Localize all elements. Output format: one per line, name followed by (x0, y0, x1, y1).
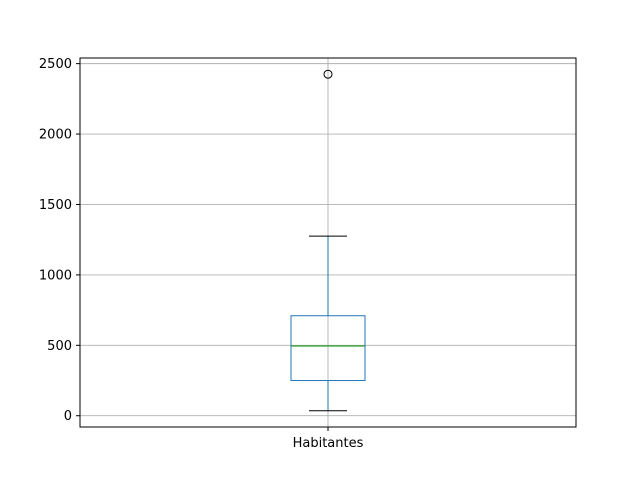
interquartile-box (290, 315, 366, 382)
outlier-point (323, 69, 333, 79)
x-axis: Habitantes (293, 427, 364, 451)
y-tick-label: 2500 (39, 57, 72, 72)
y-tick-label: 1000 (39, 268, 72, 283)
y-tick-label: 2000 (39, 128, 72, 143)
box-layer (290, 69, 366, 412)
y-tick-label: 1500 (39, 198, 72, 213)
y-axis: 0 500 1000 1500 2000 2500 (39, 57, 80, 424)
y-tick-label: 0 (64, 409, 72, 424)
y-tick-label: 500 (47, 339, 72, 354)
x-tick-label: Habitantes (293, 436, 364, 451)
